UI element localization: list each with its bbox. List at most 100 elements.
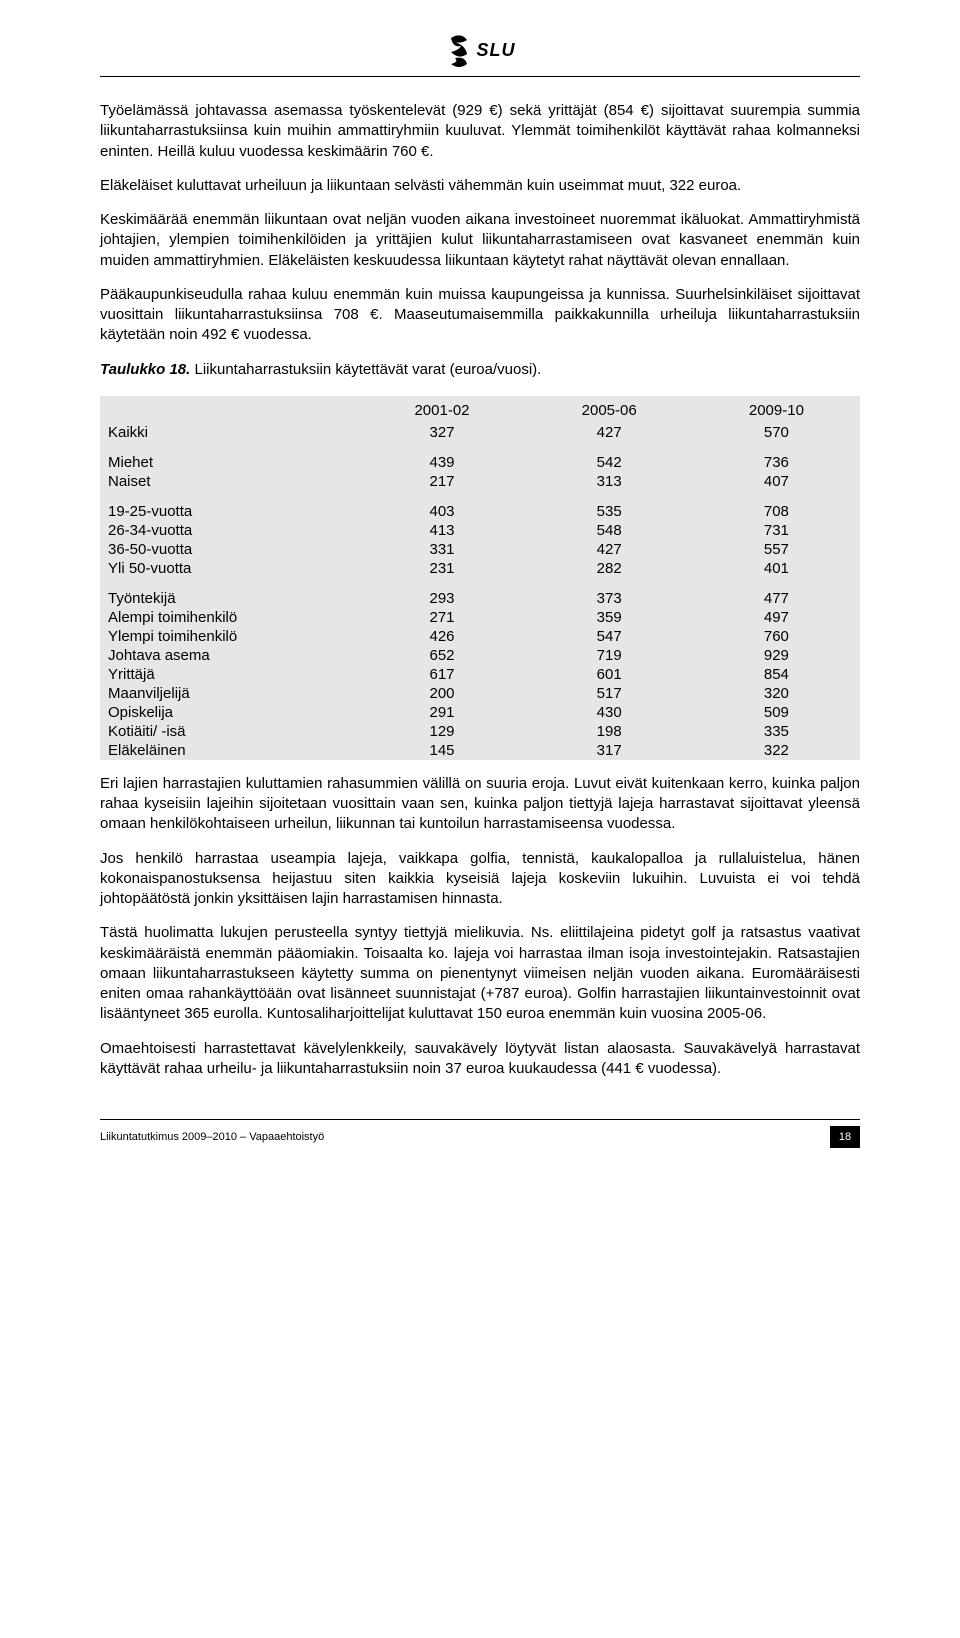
cell-value: 731 (693, 521, 860, 540)
cell-value: 200 (358, 684, 525, 703)
logo-text: SLU (477, 40, 516, 61)
row-label: 19-25-vuotta (100, 491, 358, 521)
cell-value: 617 (358, 665, 525, 684)
row-label: Työntekijä (100, 578, 358, 608)
cell-value: 217 (358, 472, 525, 491)
cell-value: 407 (693, 472, 860, 491)
cell-value: 313 (526, 472, 693, 491)
row-label: Ylempi toimihenkilö (100, 627, 358, 646)
cell-value: 854 (693, 665, 860, 684)
cell-value: 413 (358, 521, 525, 540)
table-row: Kotiäiti/ -isä129198335 (100, 722, 860, 741)
paragraph: Jos henkilö harrastaa useampia lajeja, v… (100, 849, 860, 910)
cell-value: 535 (526, 491, 693, 521)
body-text: Työelämässä johtavassa asemassa työskent… (100, 101, 860, 1079)
row-label: 26-34-vuotta (100, 521, 358, 540)
cell-value: 282 (526, 559, 693, 578)
table-row: 36-50-vuotta331427557 (100, 540, 860, 559)
page-number: 18 (830, 1126, 860, 1148)
cell-value: 736 (693, 442, 860, 472)
table-col-header: 2009-10 (693, 396, 860, 423)
row-label: Eläkeläinen (100, 741, 358, 760)
table-row: Työntekijä293373477 (100, 578, 860, 608)
cell-value: 652 (358, 646, 525, 665)
table-row: Kaikki327427570 (100, 423, 860, 442)
cell-value: 198 (526, 722, 693, 741)
cell-value: 327 (358, 423, 525, 442)
cell-value: 293 (358, 578, 525, 608)
table-row: 19-25-vuotta403535708 (100, 491, 860, 521)
cell-value: 322 (693, 741, 860, 760)
row-label: Alempi toimihenkilö (100, 608, 358, 627)
footer-text: Liikuntatutkimus 2009–2010 – Vapaaehtois… (100, 1131, 500, 1143)
table-row: Naiset217313407 (100, 472, 860, 491)
paragraph: Tästä huolimatta lukujen perusteella syn… (100, 923, 860, 1024)
cell-value: 509 (693, 703, 860, 722)
cell-value: 497 (693, 608, 860, 627)
table-row: Ylempi toimihenkilö426547760 (100, 627, 860, 646)
cell-value: 929 (693, 646, 860, 665)
cell-value: 320 (693, 684, 860, 703)
table-number: Taulukko 18. (100, 361, 190, 378)
cell-value: 331 (358, 540, 525, 559)
cell-value: 760 (693, 627, 860, 646)
data-table: 2001-022005-062009-10Kaikki327427570Mieh… (100, 396, 860, 760)
table-col-header: 2005-06 (526, 396, 693, 423)
cell-value: 557 (693, 540, 860, 559)
row-label: Yrittäjä (100, 665, 358, 684)
table-row: Maanviljelijä200517320 (100, 684, 860, 703)
cell-value: 403 (358, 491, 525, 521)
row-label: 36-50-vuotta (100, 540, 358, 559)
row-label: Kotiäiti/ -isä (100, 722, 358, 741)
cell-value: 291 (358, 703, 525, 722)
cell-value: 335 (693, 722, 860, 741)
cell-value: 271 (358, 608, 525, 627)
cell-value: 570 (693, 423, 860, 442)
paragraph: Omaehtoisesti harrastettavat kävelylenkk… (100, 1039, 860, 1080)
cell-value: 401 (693, 559, 860, 578)
cell-value: 359 (526, 608, 693, 627)
paragraph: Työelämässä johtavassa asemassa työskent… (100, 101, 860, 162)
paragraph: Eri lajien harrastajien kuluttamien raha… (100, 774, 860, 835)
cell-value: 547 (526, 627, 693, 646)
table-row: Eläkeläinen145317322 (100, 741, 860, 760)
cell-value: 477 (693, 578, 860, 608)
cell-value: 708 (693, 491, 860, 521)
cell-value: 517 (526, 684, 693, 703)
row-label: Kaikki (100, 423, 358, 442)
table-row: Miehet439542736 (100, 442, 860, 472)
cell-value: 426 (358, 627, 525, 646)
row-label: Opiskelija (100, 703, 358, 722)
table-row: Alempi toimihenkilö271359497 (100, 608, 860, 627)
cell-value: 231 (358, 559, 525, 578)
row-label: Yli 50-vuotta (100, 559, 358, 578)
cell-value: 317 (526, 741, 693, 760)
table-col-header (100, 396, 358, 423)
cell-value: 430 (526, 703, 693, 722)
row-label: Johtava asema (100, 646, 358, 665)
paragraph: Keskimäärää enemmän liikuntaan ovat nelj… (100, 210, 860, 271)
logo-icon (445, 30, 473, 70)
table-caption: Taulukko 18. Liikuntaharrastuksiin käyte… (100, 360, 860, 380)
paragraph: Pääkaupunkiseudulla rahaa kuluu enemmän … (100, 285, 860, 346)
cell-value: 145 (358, 741, 525, 760)
header-rule (100, 76, 860, 77)
table-row: 26-34-vuotta413548731 (100, 521, 860, 540)
row-label: Naiset (100, 472, 358, 491)
table-row: Johtava asema652719929 (100, 646, 860, 665)
table-row: Yrittäjä617601854 (100, 665, 860, 684)
table-caption-text: Liikuntaharrastuksiin käytettävät varat … (190, 361, 541, 378)
table-row: Yli 50-vuotta231282401 (100, 559, 860, 578)
page-header: SLU (100, 30, 860, 77)
cell-value: 548 (526, 521, 693, 540)
cell-value: 719 (526, 646, 693, 665)
row-label: Miehet (100, 442, 358, 472)
table-col-header: 2001-02 (358, 396, 525, 423)
table-row: Opiskelija291430509 (100, 703, 860, 722)
page: SLU Työelämässä johtavassa asemassa työs… (0, 0, 960, 1188)
cell-value: 601 (526, 665, 693, 684)
logo: SLU (445, 30, 516, 70)
cell-value: 427 (526, 540, 693, 559)
cell-value: 373 (526, 578, 693, 608)
paragraph: Eläkeläiset kuluttavat urheiluun ja liik… (100, 176, 860, 196)
